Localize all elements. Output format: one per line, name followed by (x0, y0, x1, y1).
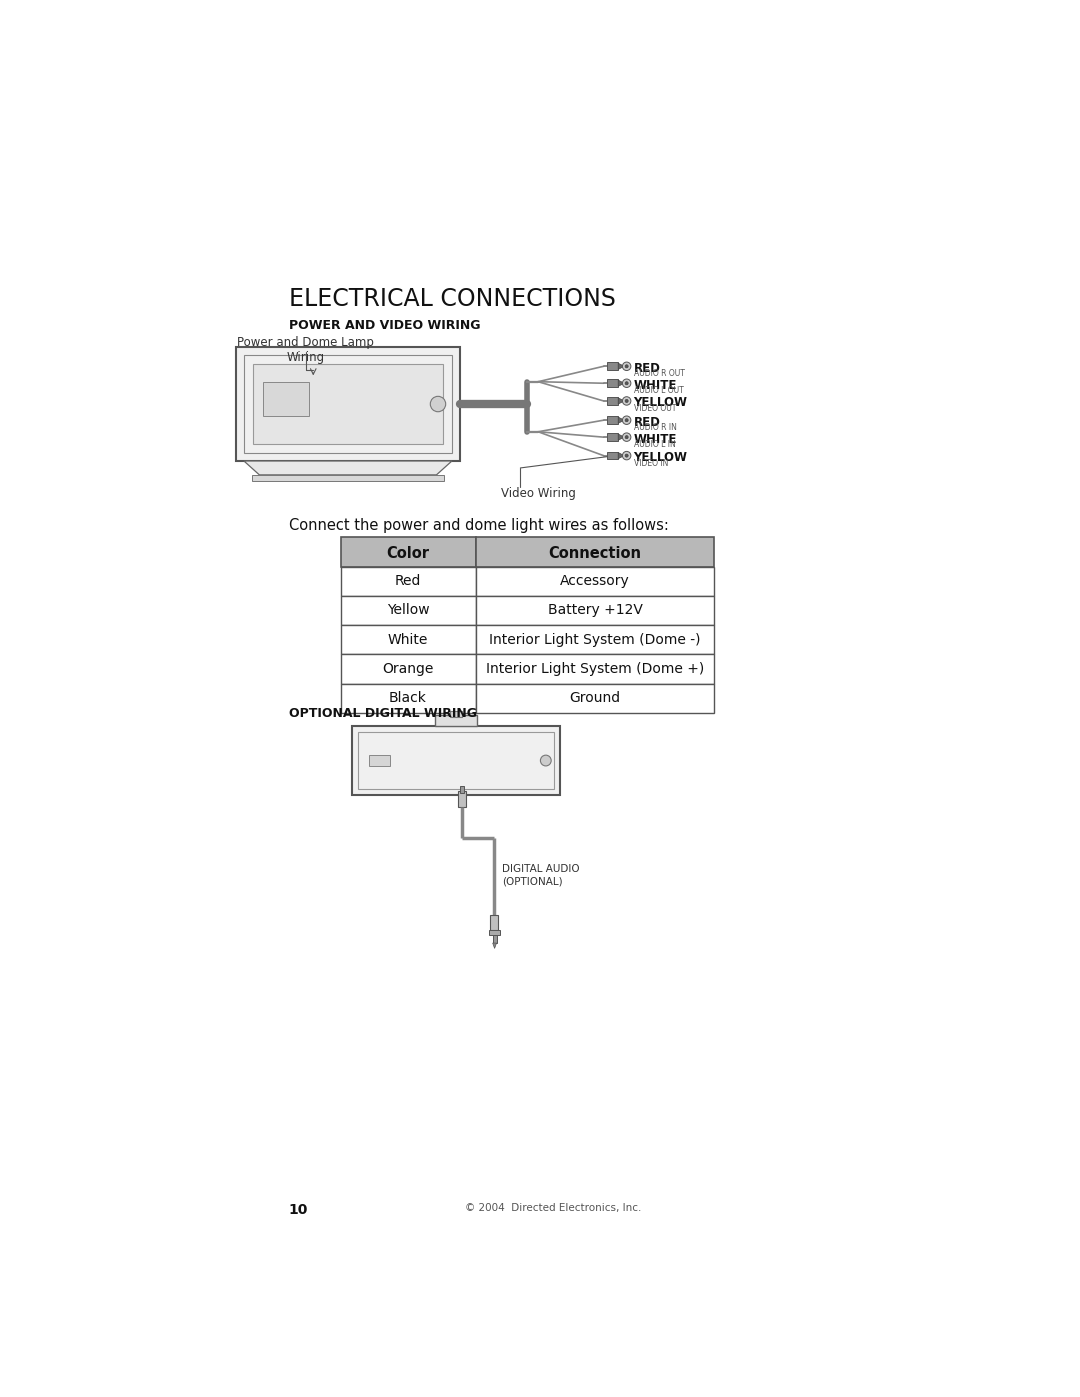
Text: © 2004  Directed Electronics, Inc.: © 2004 Directed Electronics, Inc. (465, 1203, 642, 1213)
Circle shape (622, 362, 631, 370)
Bar (607, 380, 618, 387)
Bar (475, 538, 715, 567)
Text: Video Wiring: Video Wiring (501, 488, 576, 500)
Bar (435, 715, 477, 726)
Text: WHITE: WHITE (634, 433, 677, 446)
Polygon shape (492, 943, 497, 949)
Circle shape (622, 416, 631, 425)
Text: Color: Color (387, 546, 430, 560)
Bar (607, 397, 618, 405)
Text: RED: RED (634, 362, 661, 374)
Polygon shape (244, 461, 451, 475)
Bar (489, 930, 500, 936)
Circle shape (622, 379, 631, 387)
Bar (341, 595, 475, 624)
Bar (492, 936, 497, 943)
Bar (341, 538, 475, 567)
Circle shape (430, 397, 446, 412)
Polygon shape (618, 418, 624, 423)
Bar (252, 475, 444, 481)
Bar (341, 624, 475, 654)
Bar (475, 654, 715, 683)
Text: WHITE: WHITE (634, 379, 677, 391)
Text: Connection: Connection (549, 546, 642, 560)
Text: Interior Light System (Dome +): Interior Light System (Dome +) (486, 662, 704, 676)
Bar (357, 732, 554, 789)
Circle shape (625, 454, 629, 457)
Bar (607, 416, 618, 425)
Text: RED: RED (634, 415, 661, 429)
Text: Ground: Ground (569, 692, 621, 705)
Bar (264, 381, 309, 416)
Polygon shape (618, 434, 624, 440)
Bar (449, 711, 462, 717)
Polygon shape (618, 380, 624, 387)
Polygon shape (618, 363, 624, 369)
Text: White: White (388, 633, 428, 647)
Text: Orange: Orange (382, 662, 434, 676)
Text: AUDIO L OUT: AUDIO L OUT (634, 387, 684, 395)
Text: AUDIO R OUT: AUDIO R OUT (634, 369, 685, 379)
Text: VIDEO IN: VIDEO IN (634, 458, 667, 468)
Text: YELLOW: YELLOW (634, 451, 688, 464)
Bar (475, 595, 715, 624)
Bar (475, 683, 715, 712)
Text: POWER AND VIDEO WIRING: POWER AND VIDEO WIRING (288, 319, 481, 331)
Circle shape (625, 381, 629, 384)
Bar (341, 567, 475, 595)
Bar (253, 365, 443, 444)
Bar (352, 726, 559, 795)
Bar (607, 451, 618, 460)
Text: Yellow: Yellow (387, 604, 429, 617)
Text: Red: Red (395, 574, 421, 588)
Text: Connect the power and dome light wires as follows:: Connect the power and dome light wires a… (288, 518, 669, 534)
Polygon shape (618, 453, 624, 458)
Text: AUDIO R IN: AUDIO R IN (634, 423, 676, 432)
Circle shape (625, 400, 629, 402)
Text: 10: 10 (288, 1203, 308, 1217)
Circle shape (622, 451, 631, 460)
Text: YELLOW: YELLOW (634, 397, 688, 409)
Bar (490, 915, 498, 930)
Bar (475, 567, 715, 595)
Circle shape (540, 756, 551, 766)
Bar (607, 362, 618, 370)
Bar (458, 791, 465, 806)
Circle shape (622, 397, 631, 405)
Bar (607, 433, 618, 441)
Text: DIGITAL AUDIO
(OPTIONAL): DIGITAL AUDIO (OPTIONAL) (502, 865, 580, 886)
Text: Battery +12V: Battery +12V (548, 604, 643, 617)
Bar (237, 346, 460, 461)
Bar (368, 756, 390, 766)
Text: Black: Black (389, 692, 427, 705)
Bar (244, 355, 451, 453)
Circle shape (625, 436, 629, 439)
Circle shape (625, 419, 629, 422)
Text: VIDEO OUT: VIDEO OUT (634, 404, 676, 414)
Text: OPTIONAL DIGITAL WIRING: OPTIONAL DIGITAL WIRING (288, 707, 476, 719)
Text: ELECTRICAL CONNECTIONS: ELECTRICAL CONNECTIONS (288, 286, 616, 312)
Text: Interior Light System (Dome -): Interior Light System (Dome -) (489, 633, 701, 647)
Bar (341, 654, 475, 683)
Bar (341, 683, 475, 712)
Bar (475, 624, 715, 654)
Text: AUDIO L IN: AUDIO L IN (634, 440, 675, 450)
Polygon shape (618, 398, 624, 404)
Bar (460, 787, 464, 793)
Circle shape (625, 365, 629, 367)
Text: Power and Dome Lamp
Wiring: Power and Dome Lamp Wiring (238, 337, 374, 365)
Circle shape (622, 433, 631, 441)
Text: Accessory: Accessory (561, 574, 630, 588)
